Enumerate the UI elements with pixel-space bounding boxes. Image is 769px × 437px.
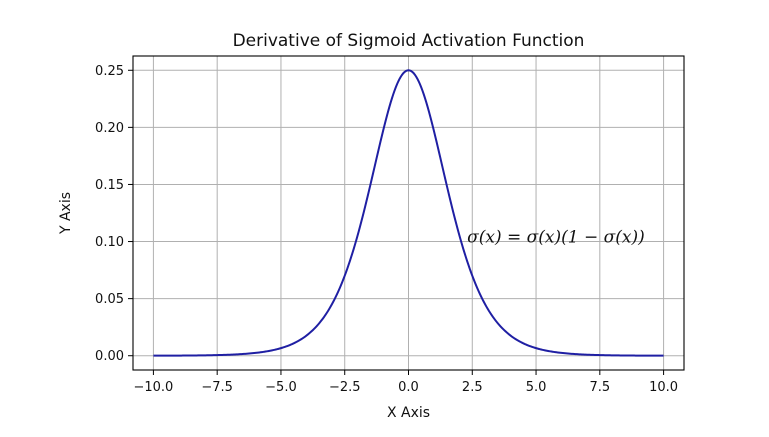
x-tick-label: −2.5 bbox=[329, 380, 361, 395]
y-tick-label: 0.10 bbox=[95, 235, 124, 250]
y-tick-label: 0.20 bbox=[95, 121, 124, 136]
x-tick-label: −7.5 bbox=[201, 380, 233, 395]
chart-title: Derivative of Sigmoid Activation Functio… bbox=[233, 31, 585, 51]
y-tick-label: 0.00 bbox=[95, 349, 124, 364]
y-axis-title: Y Axis bbox=[58, 192, 74, 235]
x-tick-label: −5.0 bbox=[265, 380, 297, 395]
series-line bbox=[153, 69, 664, 357]
y-tick-label: 0.15 bbox=[95, 178, 124, 193]
x-tick-label: −10.0 bbox=[133, 380, 173, 395]
y-tick-label: 0.25 bbox=[95, 64, 124, 79]
x-tick-label: 10.0 bbox=[649, 380, 678, 395]
annotation-formula: σ(x) = σ(x)(1 − σ(x)) bbox=[467, 228, 645, 248]
x-ticks: −10.0 −7.5 −5.0 −2.5 0.0 2.5 5.0 7.5 10.0 bbox=[133, 370, 678, 395]
grid-x bbox=[152, 56, 665, 370]
x-tick-label: 7.5 bbox=[589, 380, 610, 395]
x-tick-label: 5.0 bbox=[526, 380, 547, 395]
x-axis-title: X Axis bbox=[387, 405, 430, 421]
x-tick-label: 0.0 bbox=[398, 380, 419, 395]
y-ticks: 0.00 0.05 0.10 0.15 0.20 0.25 bbox=[95, 64, 133, 364]
x-tick-label: 2.5 bbox=[462, 380, 483, 395]
y-tick-label: 0.05 bbox=[95, 292, 124, 307]
